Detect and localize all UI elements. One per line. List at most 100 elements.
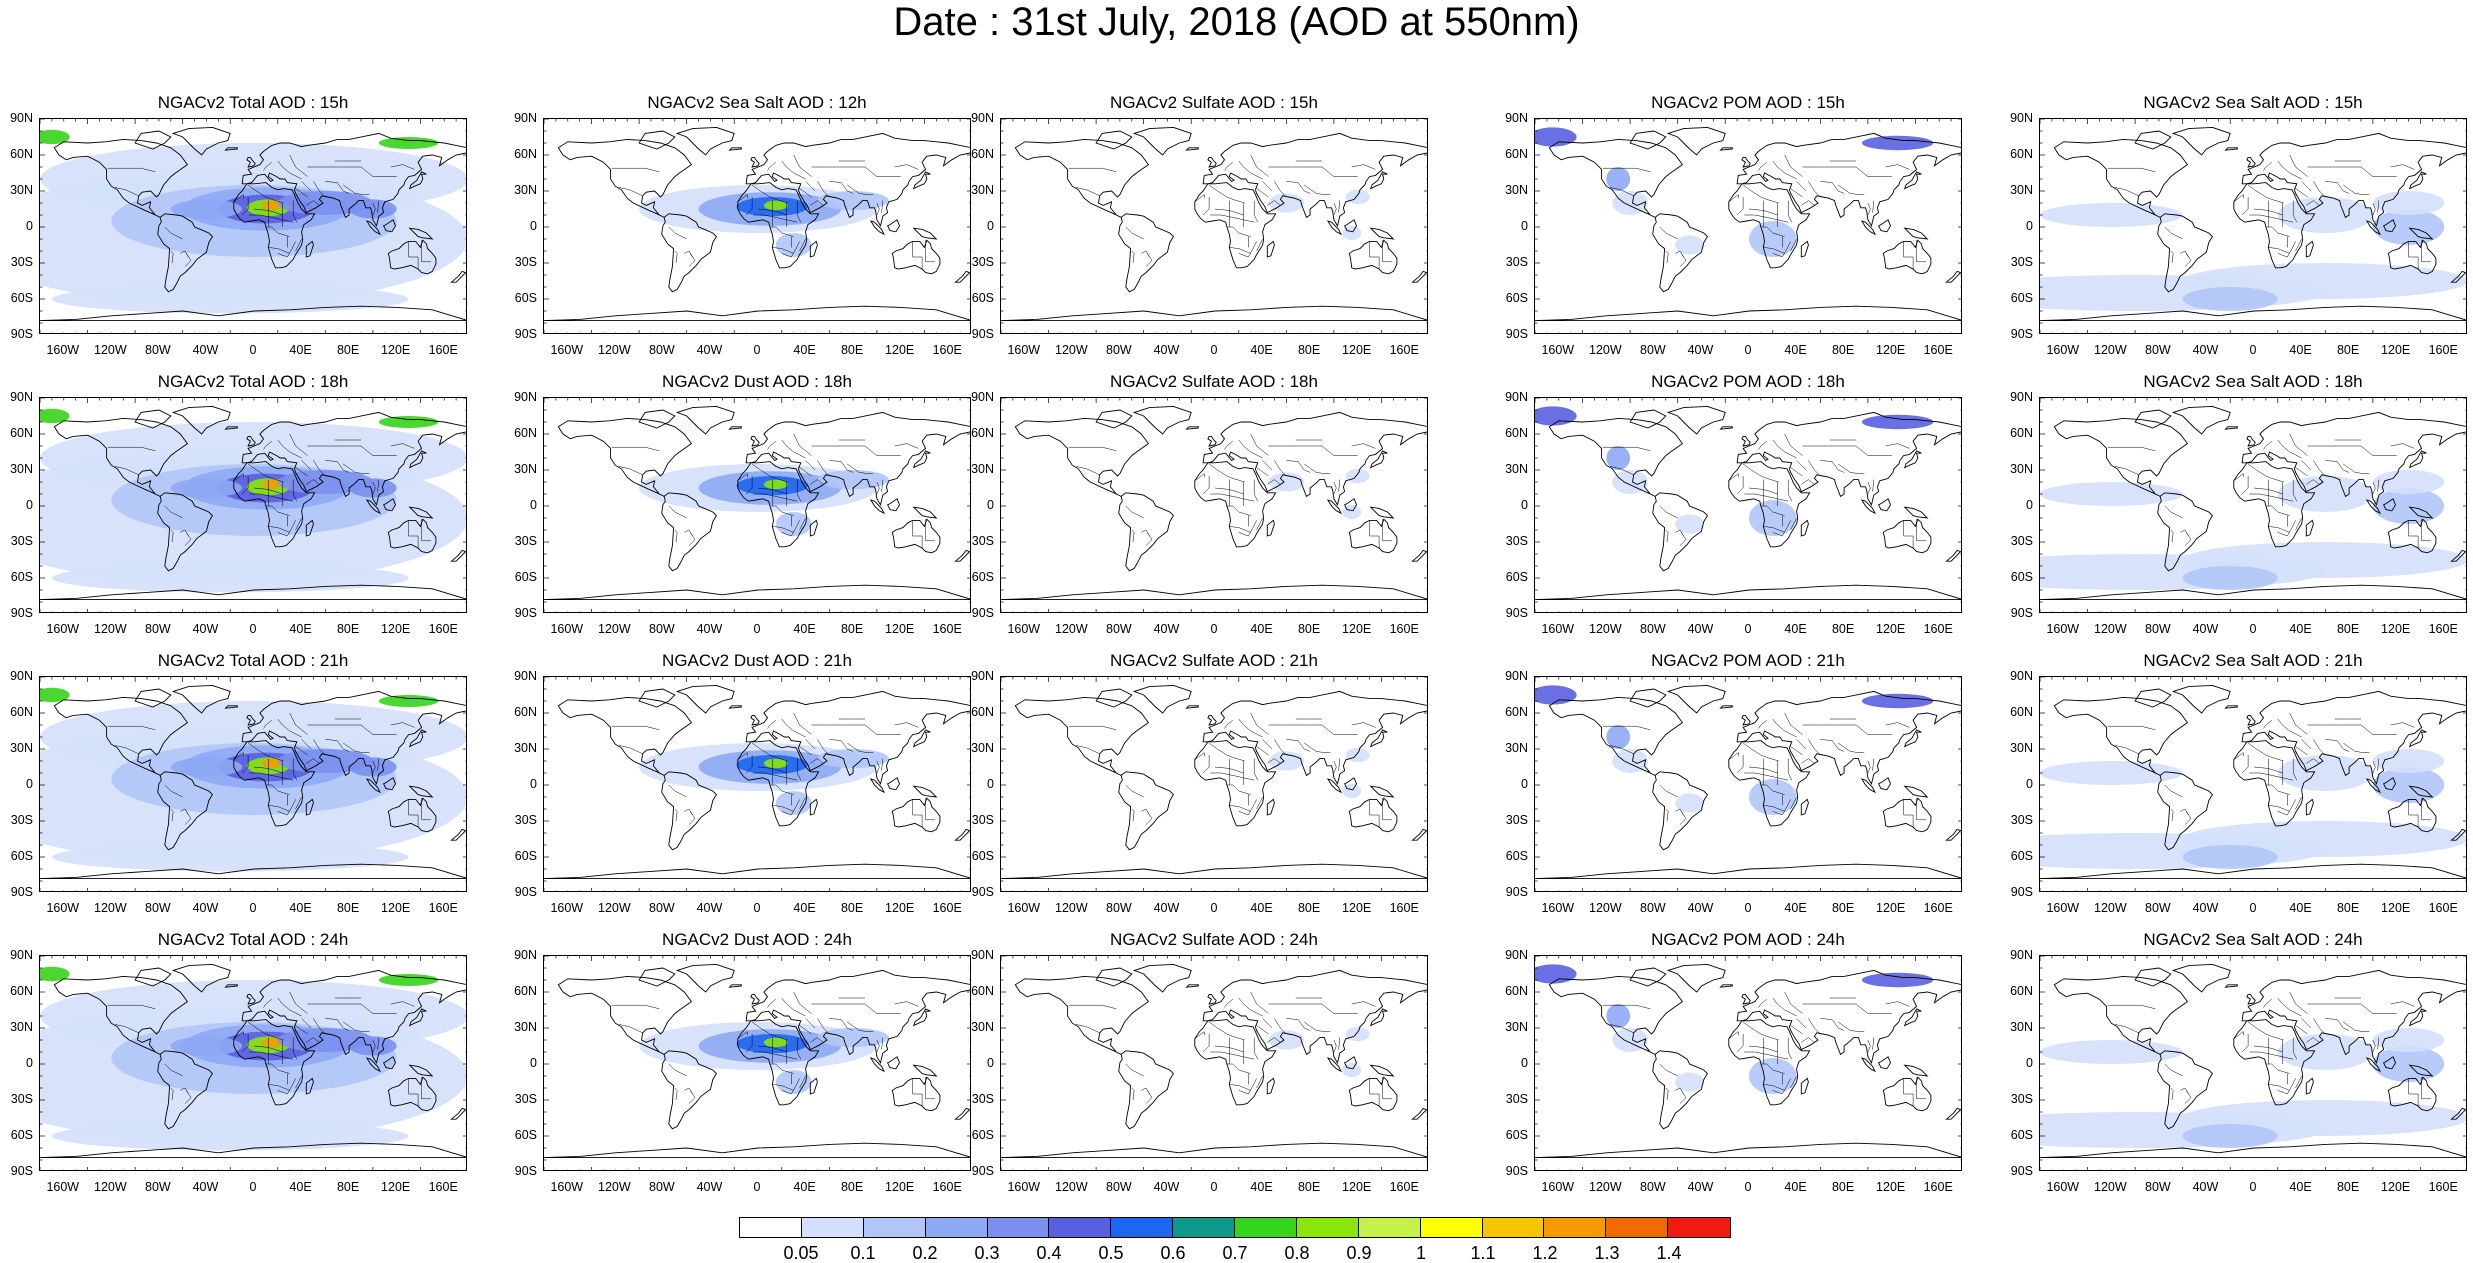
coastline bbox=[224, 147, 238, 151]
country-border bbox=[325, 181, 350, 194]
aod-plume bbox=[349, 1036, 397, 1056]
coastline bbox=[750, 435, 760, 447]
country-border bbox=[737, 194, 748, 202]
longitude-tick-label: 80E bbox=[1831, 343, 1855, 357]
coastline bbox=[408, 227, 434, 240]
coastline bbox=[728, 705, 742, 709]
longitude-tick-label: 160W bbox=[1007, 901, 1041, 915]
coastline bbox=[1185, 705, 1199, 709]
longitude-tick-label: 120W bbox=[2094, 1180, 2127, 1194]
country-border bbox=[668, 1063, 687, 1077]
country-border bbox=[2295, 238, 2302, 252]
coastline bbox=[2246, 993, 2256, 1005]
country-border bbox=[2263, 162, 2272, 171]
longitude-tick-label: 40W bbox=[1687, 622, 1714, 636]
longitude-tick-label: 160W bbox=[550, 901, 584, 915]
country-border bbox=[2421, 1077, 2432, 1100]
country-border bbox=[2268, 805, 2290, 812]
country-border bbox=[2325, 739, 2350, 752]
country-border bbox=[2170, 1087, 2174, 1101]
map-frame bbox=[39, 397, 467, 613]
country-border bbox=[1736, 1034, 1744, 1053]
longitude-tick-label: 80E bbox=[2336, 343, 2360, 357]
coastline bbox=[1202, 132, 1427, 227]
coastline bbox=[1369, 450, 1388, 469]
coastline bbox=[1118, 1050, 1174, 1130]
coastline bbox=[1736, 969, 1961, 1064]
aod-plume bbox=[2182, 1124, 2278, 1148]
country-border bbox=[805, 739, 816, 750]
country-border bbox=[265, 505, 290, 516]
longitude-tick-label: 0 bbox=[1210, 1180, 1218, 1194]
country-border bbox=[1763, 805, 1785, 812]
country-border bbox=[1238, 997, 1263, 1017]
coastline bbox=[1666, 684, 1726, 714]
coastline bbox=[1369, 729, 1388, 748]
colorbar-tick-label: 0.7 bbox=[1222, 1243, 1248, 1263]
country-border bbox=[1226, 1063, 1251, 1074]
coastline bbox=[728, 147, 742, 151]
country-border bbox=[1609, 466, 1634, 476]
longitude-tick-label: 0 bbox=[1210, 343, 1218, 357]
country-border bbox=[1304, 742, 1331, 753]
aod-plume bbox=[2182, 566, 2278, 590]
aod-plume bbox=[763, 1037, 788, 1048]
longitude-tick-label: 80E bbox=[2336, 1180, 2360, 1194]
coastline bbox=[1411, 828, 1427, 841]
country-border bbox=[295, 517, 302, 531]
country-border bbox=[2421, 798, 2432, 821]
country-border bbox=[1758, 720, 1767, 729]
coastline bbox=[171, 405, 231, 435]
country-border bbox=[1903, 241, 1914, 269]
latitude-tick-label: 0 bbox=[987, 1056, 994, 1070]
coastline bbox=[1348, 518, 1398, 554]
country-border bbox=[170, 1087, 174, 1101]
country-border bbox=[1194, 752, 1205, 760]
longitude-tick-label: 80E bbox=[840, 343, 864, 357]
country-border bbox=[1820, 460, 1845, 473]
country-border bbox=[753, 772, 798, 781]
longitude-tick-label: 40W bbox=[1153, 343, 1180, 357]
country-border bbox=[233, 194, 244, 202]
country-border bbox=[268, 805, 290, 812]
country-border bbox=[829, 181, 854, 194]
coastline bbox=[1629, 409, 1667, 429]
coastline bbox=[1903, 450, 1922, 469]
coastline bbox=[2040, 584, 2466, 601]
country-border bbox=[1238, 799, 1257, 816]
country-border bbox=[796, 479, 802, 502]
country-border bbox=[301, 1018, 312, 1029]
aod-plume bbox=[262, 758, 282, 769]
country-border bbox=[1338, 200, 1341, 213]
country-border bbox=[253, 487, 283, 495]
coastline bbox=[1207, 156, 1217, 168]
country-border bbox=[2307, 166, 2397, 177]
coastline bbox=[1945, 549, 1961, 562]
aod-plume bbox=[763, 479, 788, 490]
longitude-tick-label: 160E bbox=[428, 1180, 458, 1194]
latitude-tick-label: 30N bbox=[1505, 183, 1528, 197]
country-border bbox=[674, 529, 678, 543]
country-border bbox=[1226, 226, 1251, 237]
country-border bbox=[1208, 1021, 1245, 1041]
coastline bbox=[2157, 771, 2213, 851]
country-border bbox=[2247, 1021, 2284, 1041]
country-border bbox=[796, 758, 802, 781]
country-border bbox=[1801, 758, 1815, 764]
country-border bbox=[1820, 181, 1845, 194]
latitude-tick-label: 90N bbox=[2010, 111, 2033, 125]
coastline bbox=[1185, 147, 1199, 151]
country-border bbox=[253, 766, 283, 774]
country-border bbox=[1238, 1078, 1257, 1095]
longitude-tick-label: 80W bbox=[1640, 622, 1666, 636]
country-border bbox=[1268, 166, 1358, 177]
coastline bbox=[382, 219, 397, 233]
latitude-tick-label: 30N bbox=[971, 462, 994, 476]
latitude-tick-label: 30N bbox=[1505, 741, 1528, 755]
country-border bbox=[1224, 162, 1233, 171]
country-border bbox=[2268, 1084, 2290, 1091]
country-border bbox=[253, 208, 283, 216]
country-border bbox=[2289, 991, 2308, 1014]
country-border bbox=[2343, 184, 2370, 195]
latitude-tick-label: 30S bbox=[514, 255, 537, 269]
